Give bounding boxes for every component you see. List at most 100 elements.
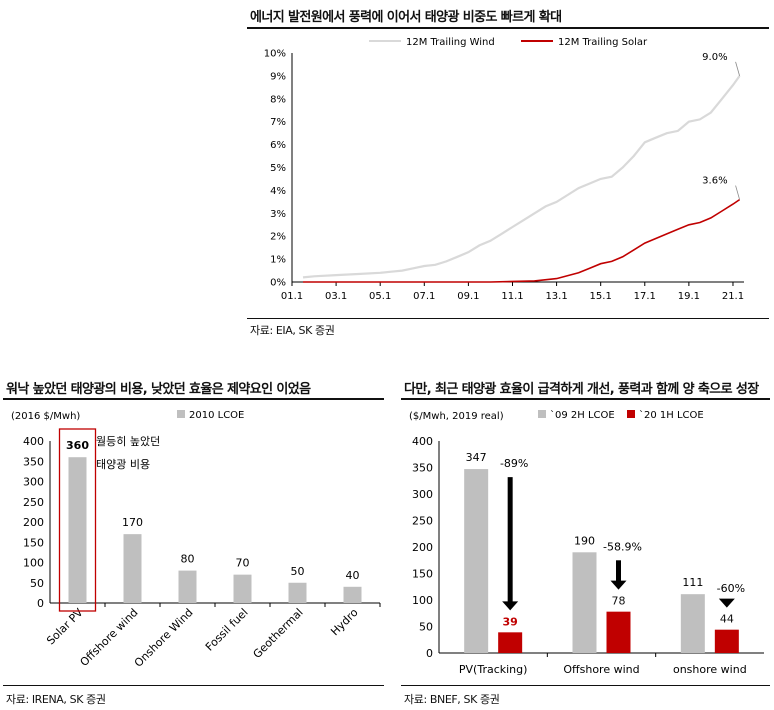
y-tick-label: 100 xyxy=(23,557,44,570)
top-source: 자료: EIA, SK 증권 xyxy=(250,324,335,337)
bar-4 xyxy=(288,582,307,603)
bar-red-2 xyxy=(714,629,739,653)
y-tick-label: 350 xyxy=(23,455,44,468)
bar-3 xyxy=(233,574,252,603)
top-source-rule xyxy=(247,318,769,319)
y-tick-label: 2% xyxy=(270,232,286,243)
x-tick-label-2: onshore wind xyxy=(673,663,747,676)
annotation-line-1: 월등히 높았던 xyxy=(96,434,160,448)
highlight-box xyxy=(58,428,97,612)
y-tick-label: 1% xyxy=(270,255,286,266)
bar-1 xyxy=(123,534,142,603)
y-tick-label: 10% xyxy=(264,49,286,60)
data-label-red-0: 39 xyxy=(503,615,518,628)
y-tick-label: 50 xyxy=(30,577,44,590)
legend-label-0: 12M Trailing Wind xyxy=(406,37,495,48)
y-tick-label: 150 xyxy=(23,536,44,549)
y-tick-label: 200 xyxy=(23,516,44,529)
legend-label-1: `20 1H LCOE xyxy=(639,409,704,421)
data-label-gray-0: 347 xyxy=(466,451,487,464)
change-arrow-head-0 xyxy=(502,601,519,611)
change-label-0: -89% xyxy=(500,457,528,470)
y-tick-label: 0 xyxy=(37,597,44,610)
data-label-3: 70 xyxy=(236,557,250,570)
legend-swatch-0 xyxy=(538,410,546,418)
end-label-1: 3.6% xyxy=(702,176,727,187)
data-label-red-2: 44 xyxy=(720,613,734,626)
y-tick-label: 7% xyxy=(270,117,286,128)
unit-label: (2016 $/Mwh) xyxy=(11,411,80,422)
data-label-5: 40 xyxy=(346,569,360,582)
series-line-0 xyxy=(302,75,741,279)
x-tick-label-2: Onshore Wind xyxy=(132,606,196,670)
x-tick-label: 09.1 xyxy=(457,291,479,302)
y-tick-label: 6% xyxy=(270,140,286,151)
y-tick-label: 5% xyxy=(270,163,286,174)
right-chart-title: 다만, 최근 태양광 효율이 급격하게 개선, 풍력과 함께 양 축으로 성장 xyxy=(404,382,759,397)
y-tick-label: 9% xyxy=(270,71,286,82)
x-tick-label: 01.1 xyxy=(281,291,303,302)
y-tick-label: 200 xyxy=(412,541,433,554)
y-tick-label: 300 xyxy=(412,488,433,501)
annotation-line-2: 태양광 비용 xyxy=(96,458,150,471)
legend-swatch xyxy=(177,410,185,418)
x-tick-label: 17.1 xyxy=(634,291,656,302)
series-line-1 xyxy=(303,198,741,283)
data-label-1: 170 xyxy=(122,516,143,529)
x-tick-label-1: Offshore wind xyxy=(78,606,141,669)
bar-gray-2 xyxy=(680,594,705,653)
x-tick-label-4: Geothermal xyxy=(251,606,306,661)
end-label-0: 9.0% xyxy=(702,52,727,63)
left-source: 자료: IRENA, SK 증권 xyxy=(6,693,106,706)
x-tick-label-3: Fossil fuel xyxy=(203,606,251,654)
x-tick-label: 11.1 xyxy=(501,291,523,302)
data-label-red-1: 78 xyxy=(612,595,626,608)
right-source: 자료: BNEF, SK 증권 xyxy=(404,693,500,706)
data-label-4: 50 xyxy=(291,565,305,578)
left-title-rule xyxy=(3,398,384,400)
legend-label: 2010 LCOE xyxy=(189,410,244,421)
y-tick-label: 250 xyxy=(412,515,433,528)
bar-red-1 xyxy=(606,611,631,653)
y-tick-label: 8% xyxy=(270,94,286,105)
x-tick-label: 19.1 xyxy=(678,291,700,302)
data-label-gray-2: 111 xyxy=(682,576,703,589)
y-tick-label: 3% xyxy=(270,209,286,220)
data-label-gray-1: 190 xyxy=(574,534,595,547)
y-tick-label: 400 xyxy=(23,435,44,448)
right-title-rule xyxy=(401,398,770,400)
data-label-2: 80 xyxy=(181,553,195,566)
x-tick-label: 13.1 xyxy=(545,291,567,302)
y-tick-label: 0% xyxy=(270,278,286,289)
end-label-leader-1 xyxy=(735,185,740,200)
y-tick-label: 0 xyxy=(426,647,433,660)
legend-label-1: 12M Trailing Solar xyxy=(558,37,648,48)
right-bar-chart: ($/Mwh, 2019 real) `09 2H LCOE `20 1H LCOE… xyxy=(409,409,764,676)
left-bar-chart: (2016 $/Mwh) 2010 LCOE 0 50 100 150 200 250 300 3… xyxy=(11,410,381,670)
x-tick-label: 05.1 xyxy=(369,291,391,302)
legend-swatch-1 xyxy=(627,410,635,418)
top-title-rule xyxy=(247,27,769,29)
top-line-chart: 0% 1% 2% 3% 4% 5% 6% 7% 8% 9% 10% 01.1 03.1 05.1 07.1 0… xyxy=(264,37,744,302)
top-chart-title: 에너지 발전원에서 풍력에 이어서 태양광 비중도 빠르게 확대 xyxy=(250,10,562,25)
legend-label-0: `09 2H LCOE xyxy=(550,409,615,421)
y-tick-label: 50 xyxy=(419,621,433,634)
x-tick-label: 03.1 xyxy=(325,291,347,302)
end-label-leader-0 xyxy=(735,61,740,77)
x-tick-label-5: Hydro xyxy=(328,606,361,639)
y-tick-label: 100 xyxy=(412,594,433,607)
bar-red-0 xyxy=(498,632,523,653)
x-tick-label: 15.1 xyxy=(590,291,612,302)
y-tick-label: 350 xyxy=(412,462,433,475)
bar-gray-1 xyxy=(572,552,597,653)
unit-label: ($/Mwh, 2019 real) xyxy=(409,411,504,422)
change-label-1: -58.9% xyxy=(603,540,642,553)
x-tick-label-0: Solar PV xyxy=(44,606,86,648)
y-tick-label: 300 xyxy=(23,476,44,489)
y-tick-label: 400 xyxy=(412,435,433,448)
change-arrow-head-2 xyxy=(718,598,735,608)
y-tick-label: 150 xyxy=(412,568,433,581)
data-label-0: 360 xyxy=(66,439,89,452)
bar-5 xyxy=(343,586,362,603)
left-chart-title: 워낙 높았던 태양광의 비용, 낮았던 효율은 제약요인 이었음 xyxy=(6,382,311,397)
